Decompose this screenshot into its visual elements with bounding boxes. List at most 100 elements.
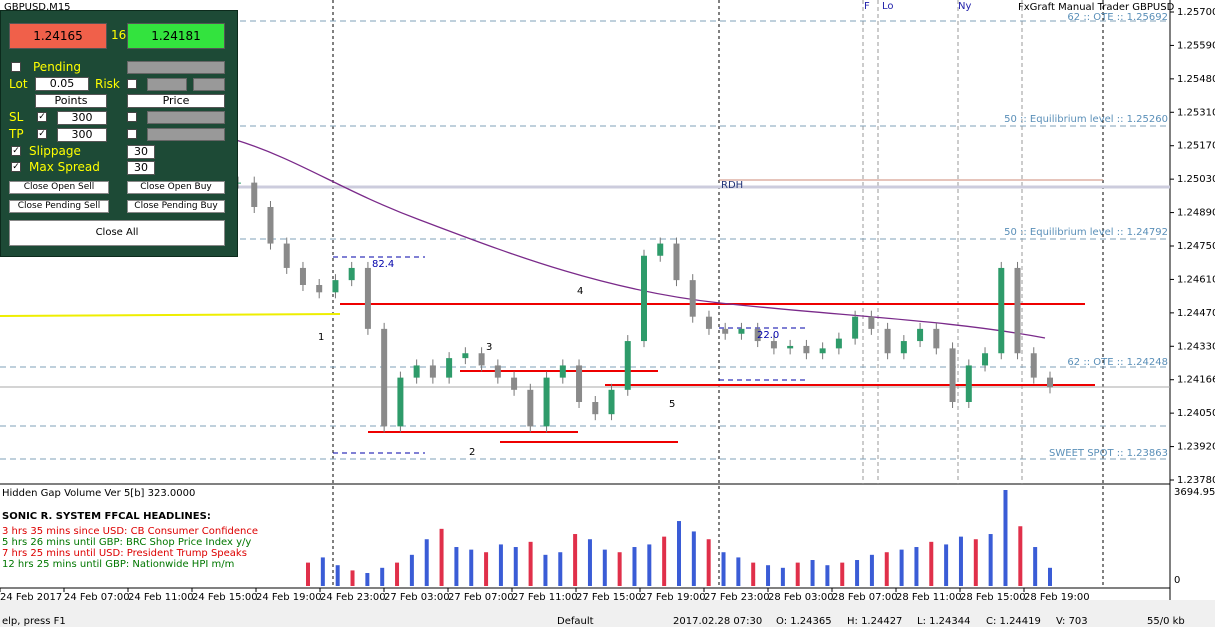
moving-average — [235, 139, 1046, 339]
level-label: RDH — [721, 180, 743, 191]
candle — [624, 341, 631, 390]
close-all[interactable]: Close All — [9, 220, 225, 246]
status-bar — [0, 600, 1215, 627]
sell-button[interactable]: 1.24165 — [9, 23, 107, 49]
pending-field — [127, 61, 225, 74]
status-low: L: 1.24344 — [917, 616, 970, 627]
candle — [722, 328, 729, 334]
volume-bars — [306, 490, 1052, 586]
max-spread-input[interactable]: 30 — [127, 161, 155, 175]
lot-input[interactable]: 0.05 — [35, 77, 89, 91]
close-open-sell[interactable]: Close Open Sell — [9, 181, 109, 194]
candle — [1030, 353, 1037, 378]
slippage-input[interactable]: 30 — [127, 145, 155, 159]
headline: 3 hrs 35 mins since USD: CB Consumer Con… — [2, 526, 258, 537]
risk-check[interactable] — [127, 79, 137, 89]
tp-check[interactable]: ✓ — [37, 129, 47, 139]
lot-label: Lot — [9, 77, 28, 91]
price-tick-label: 1.25590 — [1177, 40, 1215, 51]
candles — [235, 176, 1053, 433]
time-tick-label: 24 Feb 2017 — [0, 592, 62, 603]
trade-panel: 1.24165 16 1.24181 Pending Lot 0.05 Risk… — [0, 10, 238, 257]
volume-bar — [617, 552, 622, 586]
time-tick-label: 27 Feb 15:00 — [576, 592, 642, 603]
symbol: GBPUSD,M15 — [4, 2, 71, 13]
price-button[interactable]: Price — [127, 94, 225, 108]
volume-bar — [810, 560, 815, 586]
slippage-check[interactable]: ✓ — [11, 146, 21, 156]
tp-input[interactable]: 300 — [57, 128, 107, 142]
volume-bar — [780, 567, 785, 586]
status-open: O: 1.24365 — [776, 616, 832, 627]
candle — [576, 365, 583, 402]
risk-field2 — [193, 78, 225, 91]
time-tick-label: 28 Feb 07:00 — [832, 592, 898, 603]
sl-input[interactable]: 300 — [57, 111, 107, 125]
tp-price-check[interactable] — [127, 129, 137, 139]
headlines-title: SONIC R. SYSTEM FFCAL HEADLINES: — [2, 511, 211, 522]
candle — [998, 267, 1005, 354]
sl-price-check[interactable] — [127, 112, 137, 122]
sl-label: SL — [9, 110, 24, 124]
candle — [673, 243, 680, 281]
time-tick-label: 27 Feb 11:00 — [512, 592, 578, 603]
close-pending-buy[interactable]: Close Pending Buy — [127, 200, 225, 213]
headline: 7 hrs 25 mins until USD: President Trump… — [2, 548, 247, 559]
volume-bar — [691, 531, 696, 586]
yellow-line — [0, 313, 341, 317]
close-open-buy[interactable]: Close Open Buy — [127, 181, 225, 194]
level-label: 50 :: Equilibrium level :: 1.25260 — [1004, 114, 1168, 125]
volume-bar — [855, 560, 860, 586]
candle — [933, 328, 940, 349]
price-tick-label: 1.25030 — [1177, 174, 1215, 185]
volume-bar — [1033, 547, 1038, 586]
candle — [965, 365, 972, 402]
volume-bar — [320, 557, 325, 586]
volume-bar — [869, 554, 874, 586]
time-tick-label: 27 Feb 19:00 — [640, 592, 706, 603]
candle — [900, 341, 907, 354]
session-label: F — [864, 1, 870, 12]
candle — [494, 365, 501, 378]
level-label: 62 :: OTE :: 1.25692 — [1067, 12, 1168, 23]
volume-bar — [677, 521, 681, 586]
candle — [868, 316, 875, 329]
level-label: 50 :: Equilibrium level :: 1.24792 — [1004, 227, 1168, 238]
max-spread-check[interactable]: ✓ — [11, 162, 21, 172]
price-tick-label: 1.25480 — [1177, 74, 1215, 85]
vol-max: 3694.95 — [1174, 487, 1215, 498]
time-tick-label: 24 Feb 23:00 — [320, 592, 386, 603]
risk-field — [147, 78, 187, 91]
candle — [348, 267, 355, 281]
volume-bar — [335, 565, 340, 586]
volume-bar — [944, 544, 949, 586]
candle — [852, 316, 859, 339]
pending-check[interactable] — [11, 62, 21, 72]
volume-bar — [662, 536, 667, 586]
candle — [641, 255, 647, 342]
volume-bar — [350, 570, 355, 586]
volume-bar — [1018, 526, 1023, 586]
buy-button[interactable]: 1.24181 — [127, 23, 225, 49]
headline: 5 hrs 26 mins until GBP: BRC Shop Price … — [2, 537, 251, 548]
sl-check[interactable]: ✓ — [37, 112, 47, 122]
volume-bar — [528, 541, 533, 586]
candle — [787, 345, 794, 349]
max-spread-label: Max Spread — [29, 160, 100, 174]
candle — [917, 328, 924, 342]
time-tick-label: 24 Feb 11:00 — [128, 592, 194, 603]
fib-boxes — [333, 256, 808, 454]
points-button[interactable]: Points — [35, 94, 107, 108]
swing-number: 2 — [469, 447, 475, 458]
volume-bar — [306, 562, 310, 586]
status-traffic: 55/0 kb — [1147, 616, 1185, 627]
candle — [559, 365, 566, 378]
volume-bar — [1003, 490, 1008, 586]
close-pending-sell[interactable]: Close Pending Sell — [9, 200, 109, 213]
volume-bar — [706, 539, 711, 586]
price-tick-label: 1.24890 — [1177, 208, 1215, 219]
volume-bar — [395, 562, 400, 586]
volume-bar — [498, 544, 503, 586]
day-separators — [332, 0, 1104, 588]
